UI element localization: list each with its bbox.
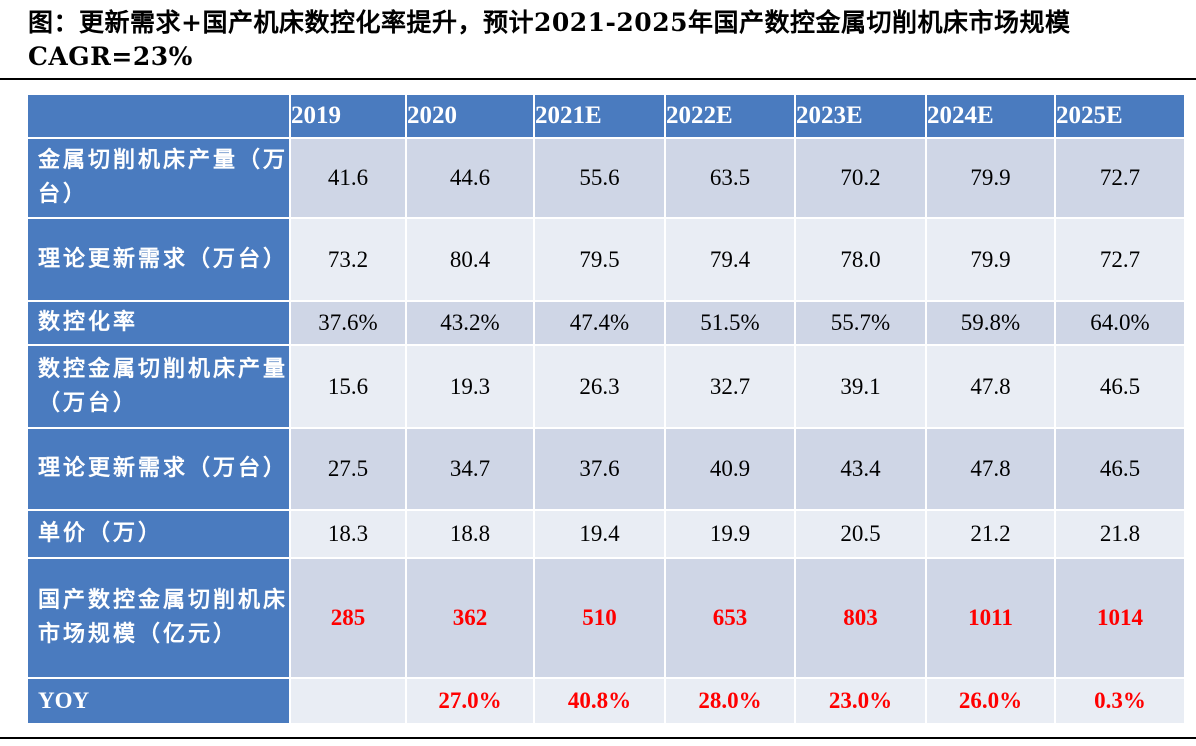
table-cell: 79.4: [664, 217, 796, 302]
table-cell: 37.6: [533, 427, 666, 511]
table-cell: 59.8%: [925, 300, 1056, 346]
table-cell: 510: [533, 557, 666, 679]
row-label: 理论更新需求（万台）: [26, 427, 291, 511]
table-cell: 41.6: [289, 137, 407, 219]
table-cell: 18.3: [289, 509, 407, 559]
table-cell: 43.4: [794, 427, 927, 511]
table-cell: 80.4: [405, 217, 535, 302]
table-row: 国产数控金属切削机床市场规模（亿元） 285 362 510 653 803 1…: [26, 557, 1186, 679]
table-cell: 19.4: [533, 509, 666, 559]
table-cell: 653: [664, 557, 796, 679]
table-row: 单价（万） 18.3 18.8 19.4 19.9 20.5 21.2 21.8: [26, 509, 1186, 559]
table-row: YOY 27.0% 40.8% 28.0% 23.0% 26.0% 0.3%: [26, 677, 1186, 725]
table-cell: 55.6: [533, 137, 666, 219]
table-cell: 51.5%: [664, 300, 796, 346]
row-label: YOY: [26, 677, 291, 725]
table-cell: 18.8: [405, 509, 535, 559]
table-cell: 32.7: [664, 344, 796, 429]
table-cell: 21.8: [1054, 509, 1186, 559]
table-cell: 46.5: [1054, 427, 1186, 511]
table-row: 理论更新需求（万台） 27.5 34.7 37.6 40.9 43.4 47.8…: [26, 427, 1186, 511]
table-cell: 27.5: [289, 427, 407, 511]
row-label: 单价（万）: [26, 509, 291, 559]
table-cell: 26.0%: [925, 677, 1056, 725]
table-cell: 46.5: [1054, 344, 1186, 429]
header-cell-2022e: 2022E: [664, 93, 796, 139]
data-table: 2019 2020 2021E 2022E 2023E 2024E 2025E …: [26, 93, 1186, 725]
header-cell-2019: 2019: [289, 93, 407, 139]
table-cell: 27.0%: [405, 677, 535, 725]
header-cell-2025e: 2025E: [1054, 93, 1186, 139]
table-cell: 78.0: [794, 217, 927, 302]
table-cell: 40.8%: [533, 677, 666, 725]
table-cell: [289, 677, 407, 725]
table-cell: 47.8: [925, 427, 1056, 511]
row-label: 国产数控金属切削机床市场规模（亿元）: [26, 557, 291, 679]
table-cell: 20.5: [794, 509, 927, 559]
header-cell-corner: [26, 93, 291, 139]
table-cell: 19.9: [664, 509, 796, 559]
table-cell: 70.2: [794, 137, 927, 219]
table-cell: 64.0%: [1054, 300, 1186, 346]
table-cell: 40.9: [664, 427, 796, 511]
table-cell: 44.6: [405, 137, 535, 219]
table-cell: 26.3: [533, 344, 666, 429]
table-cell: 63.5: [664, 137, 796, 219]
header-cell-2021e: 2021E: [533, 93, 666, 139]
table-cell: 79.9: [925, 217, 1056, 302]
row-label: 金属切削机床产量（万台）: [26, 137, 291, 219]
table-cell: 72.7: [1054, 137, 1186, 219]
table-cell: 803: [794, 557, 927, 679]
table-cell: 19.3: [405, 344, 535, 429]
header-cell-2020: 2020: [405, 93, 535, 139]
table-cell: 47.4%: [533, 300, 666, 346]
table-cell: 72.7: [1054, 217, 1186, 302]
figure-title: 图：更新需求+国产机床数控化率提升，预计2021-2025年国产数控金属切削机床…: [28, 8, 1071, 71]
table-cell: 55.7%: [794, 300, 927, 346]
table-cell: 34.7: [405, 427, 535, 511]
table-row: 金属切削机床产量（万台） 41.6 44.6 55.6 63.5 70.2 79…: [26, 137, 1186, 219]
table-row: 数控化率 37.6% 43.2% 47.4% 51.5% 55.7% 59.8%…: [26, 300, 1186, 346]
table-cell: 285: [289, 557, 407, 679]
table-cell: 1011: [925, 557, 1056, 679]
table-cell: 79.9: [925, 137, 1056, 219]
table-cell: 23.0%: [794, 677, 927, 725]
table-cell: 43.2%: [405, 300, 535, 346]
table-cell: 0.3%: [1054, 677, 1186, 725]
row-label: 数控金属切削机床产量（万台）: [26, 344, 291, 429]
table-cell: 73.2: [289, 217, 407, 302]
header-row: 2019 2020 2021E 2022E 2023E 2024E 2025E: [26, 93, 1186, 139]
table-cell: 47.8: [925, 344, 1056, 429]
header-cell-2024e: 2024E: [925, 93, 1056, 139]
table-cell: 28.0%: [664, 677, 796, 725]
table-cell: 39.1: [794, 344, 927, 429]
bottom-rule: [0, 737, 1196, 739]
row-label: 数控化率: [26, 300, 291, 346]
table-cell: 15.6: [289, 344, 407, 429]
table-cell: 79.5: [533, 217, 666, 302]
header-cell-2023e: 2023E: [794, 93, 927, 139]
table-row: 理论更新需求（万台） 73.2 80.4 79.5 79.4 78.0 79.9…: [26, 217, 1186, 302]
table-cell: 362: [405, 557, 535, 679]
table-cell: 37.6%: [289, 300, 407, 346]
table-cell: 1014: [1054, 557, 1186, 679]
table-cell: 21.2: [925, 509, 1056, 559]
table-row: 数控金属切削机床产量（万台） 15.6 19.3 26.3 32.7 39.1 …: [26, 344, 1186, 429]
row-label: 理论更新需求（万台）: [26, 217, 291, 302]
top-rule: [0, 78, 1196, 80]
